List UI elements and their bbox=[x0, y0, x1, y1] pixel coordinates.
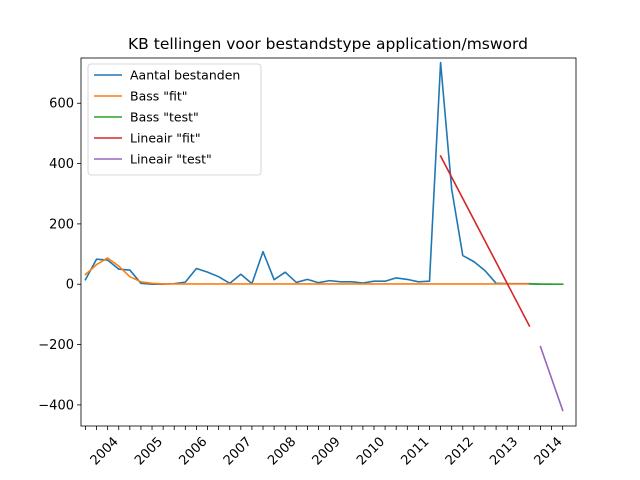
y-tick-label: 600 bbox=[49, 97, 74, 112]
series-line-lineair-test bbox=[539, 345, 564, 412]
plot-frame bbox=[80, 57, 577, 427]
legend-label-lineair-fit: Lineair "fit" bbox=[130, 131, 201, 146]
plot-series bbox=[84, 61, 564, 412]
legend-label-aantal-bestanden: Aantal bestanden bbox=[130, 68, 240, 83]
y-tick-label: 200 bbox=[49, 217, 74, 232]
chart-title: KB tellingen voor bestandstype applicati… bbox=[128, 35, 528, 53]
y-tick-label: 400 bbox=[49, 157, 74, 172]
y-axis: −400 −200 0 200 400 600 bbox=[38, 97, 81, 413]
legend-label-lineair-test: Lineair "test" bbox=[130, 152, 212, 167]
legend: Aantal bestanden Bass "fit" Bass "test" Lin… bbox=[87, 63, 262, 176]
y-tick-label: −400 bbox=[38, 398, 74, 413]
y-tick-label: 0 bbox=[66, 278, 74, 293]
series-line-lineair-fit bbox=[439, 154, 531, 327]
y-tick-label: −200 bbox=[38, 338, 74, 353]
legend-label-bass-fit: Bass "fit" bbox=[130, 89, 188, 104]
series-line-bass-fit bbox=[84, 257, 531, 285]
legend-box bbox=[87, 63, 262, 176]
legend-label-bass-test: Bass "test" bbox=[130, 110, 199, 125]
